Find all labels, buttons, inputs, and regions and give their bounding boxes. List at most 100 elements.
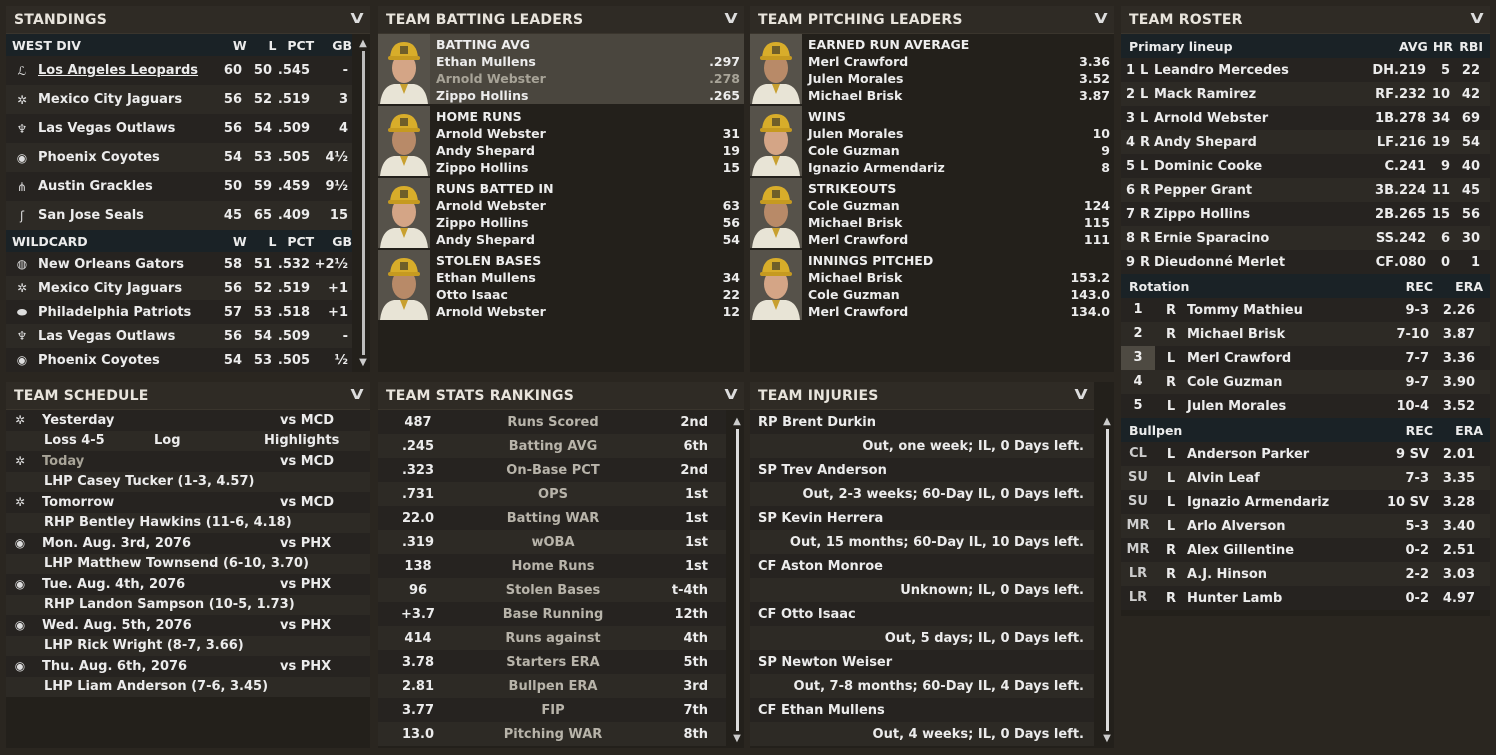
team-gb: 4½: [325, 150, 348, 165]
standings-scrollbar[interactable]: ▲ ▼: [358, 38, 368, 368]
injured-player-row[interactable]: SP Kevin Herrera: [750, 506, 1094, 530]
standings-collapse-chevron-icon[interactable]: V: [350, 12, 364, 27]
lineup-row[interactable]: 3 L Arnold Webster 1B .278 34 69: [1121, 106, 1490, 130]
injured-player-row[interactable]: CF Aston Monroe: [750, 554, 1094, 578]
injured-player-row[interactable]: SP Trev Anderson: [750, 458, 1094, 482]
pitcher-era: 3.35: [1442, 470, 1475, 486]
pitcher-row[interactable]: SU L Alvin Leaf 7-3 3.35: [1121, 466, 1490, 490]
leader-player-row[interactable]: Otto Isaac 22: [436, 286, 744, 303]
injuries-scrollbar[interactable]: ▲ ▼: [1102, 416, 1112, 744]
leader-player-row[interactable]: Zippo Hollins 56: [436, 214, 744, 231]
highlights-link[interactable]: Highlights: [264, 433, 340, 449]
pitcher-row[interactable]: 4 R Cole Guzman 9-7 3.90: [1121, 370, 1490, 394]
pitcher-row[interactable]: LR R Hunter Lamb 0-2 4.97: [1121, 586, 1490, 610]
leader-player-row[interactable]: Arnold Webster 31: [436, 125, 744, 142]
scroll-down-icon[interactable]: ▼: [733, 733, 741, 744]
lineup-row[interactable]: 6 R Pepper Grant 3B .224 11 45: [1121, 178, 1490, 202]
injured-player-row[interactable]: CF Ethan Mullens: [750, 698, 1094, 722]
lineup-row[interactable]: 4 R Andy Shepard LF .216 19 54: [1121, 130, 1490, 154]
leader-player-row[interactable]: Arnold Webster 63: [436, 197, 744, 214]
schedule-collapse-chevron-icon[interactable]: V: [350, 388, 364, 403]
team-name[interactable]: Los Angeles Leopards: [38, 63, 199, 78]
pitcher-record: 9-7: [1405, 374, 1430, 390]
pitcher-row[interactable]: 5 L Julen Morales 10-4 3.52: [1121, 394, 1490, 418]
roster-collapse-chevron-icon[interactable]: V: [1470, 12, 1484, 27]
leader-player-row[interactable]: Merl Crawford 134.0: [808, 303, 1114, 320]
scroll-up-icon[interactable]: ▲: [733, 416, 741, 427]
log-link[interactable]: Log: [154, 433, 181, 449]
game-result-row[interactable]: Loss 4-5 Log Highlights: [6, 430, 370, 451]
leader-player-row[interactable]: Merl Crawford 3.36: [808, 53, 1114, 70]
scroll-up-icon[interactable]: ▲: [359, 38, 367, 49]
player-portrait: [378, 34, 430, 104]
pitcher-row[interactable]: CL L Anderson Parker 9 SV 2.01: [1121, 442, 1490, 466]
stat-value: .319: [401, 534, 435, 550]
schedule-game-row[interactable]: ◉ Wed. Aug. 5th, 2076 vs PHX: [6, 615, 370, 636]
schedule-game-row[interactable]: ◉ Thu. Aug. 6th, 2076 vs PHX: [6, 656, 370, 677]
schedule-game-row[interactable]: ✲ Tomorrow vs MCD: [6, 492, 370, 513]
lineup-row[interactable]: 9 R Dieudonné Merlet CF .080 0 1: [1121, 250, 1490, 274]
leader-player-row[interactable]: Michael Brisk 3.87: [808, 87, 1114, 104]
leader-player-name: Arnold Webster: [436, 126, 546, 141]
scroll-up-icon[interactable]: ▲: [1103, 416, 1111, 427]
pitcher-row[interactable]: SU L Ignazio Armendariz 10 SV 3.28: [1121, 490, 1490, 514]
leader-player-value: 19: [722, 143, 740, 158]
leader-player-row[interactable]: Michael Brisk 115: [808, 214, 1114, 231]
batting-collapse-chevron-icon[interactable]: V: [724, 12, 738, 27]
leader-player-row[interactable]: Zippo Hollins .265: [436, 87, 744, 104]
pitcher-row[interactable]: 2 R Michael Brisk 7-10 3.87: [1121, 322, 1490, 346]
lineup-row[interactable]: 5 L Dominic Cooke C .241 9 40: [1121, 154, 1490, 178]
leader-player-row[interactable]: Arnold Webster 12: [436, 303, 744, 320]
injured-player-row[interactable]: RP Brent Durkin: [750, 410, 1094, 434]
schedule-game-row[interactable]: ◉ Mon. Aug. 3rd, 2076 vs PHX: [6, 533, 370, 554]
leader-player-row[interactable]: Ethan Mullens .297: [436, 53, 744, 70]
lineup-row[interactable]: 7 R Zippo Hollins 2B .265 15 56: [1121, 202, 1490, 226]
lineup-row[interactable]: 2 L Mack Ramirez RF .232 10 42: [1121, 82, 1490, 106]
standings-section-header: WEST DIV W L PCT GB: [6, 34, 352, 56]
pitcher-hand: L: [1166, 446, 1176, 462]
leader-player-value: 15: [722, 160, 740, 175]
team-losses: 59: [253, 179, 272, 194]
leader-player-row[interactable]: Andy Shepard 19: [436, 142, 744, 159]
rankings-scrollbar[interactable]: ▲ ▼: [732, 416, 742, 744]
injured-player-row[interactable]: CF Otto Isaac: [750, 602, 1094, 626]
pitcher-hand: L: [1166, 398, 1176, 414]
lineup-row[interactable]: 8 R Ernie Sparacino SS .242 6 30: [1121, 226, 1490, 250]
pitcher-row[interactable]: MR L Arlo Alverson 5-3 3.40: [1121, 514, 1490, 538]
schedule-game-row[interactable]: ✲ Yesterday vs MCD: [6, 410, 370, 431]
leader-stats: STRIKEOUTS Cole Guzman 124 Michael Brisk 115…: [808, 178, 1114, 248]
scroll-down-icon[interactable]: ▼: [359, 357, 367, 368]
leader-player-row[interactable]: Merl Crawford 111: [808, 231, 1114, 248]
pitcher-row[interactable]: 1 R Tommy Mathieu 9-3 2.26: [1121, 298, 1490, 322]
scroll-down-icon[interactable]: ▼: [1103, 733, 1111, 744]
leader-player-name: Michael Brisk: [808, 270, 903, 285]
leader-player-row[interactable]: Cole Guzman 143.0: [808, 286, 1114, 303]
injured-player-row[interactable]: SP Newton Weiser: [750, 650, 1094, 674]
standings-title: STANDINGS: [14, 11, 108, 28]
leader-player-row[interactable]: Zippo Hollins 15: [436, 159, 744, 176]
leader-group: STRIKEOUTS Cole Guzman 124 Michael Brisk 115…: [750, 178, 1114, 248]
leader-player-value: 22: [722, 287, 740, 302]
injuries-collapse-chevron-icon[interactable]: V: [1074, 388, 1088, 403]
pitching-collapse-chevron-icon[interactable]: V: [1094, 12, 1108, 27]
lineup-row[interactable]: 1 L Leandro Mercedes DH .219 5 22: [1121, 58, 1490, 82]
leader-player-row[interactable]: Ignazio Armendariz 8: [808, 159, 1114, 176]
standings-section-header: WILDCARD W L PCT GB: [6, 230, 352, 252]
rankings-collapse-chevron-icon[interactable]: V: [724, 388, 738, 403]
pitcher-row[interactable]: 3 L Merl Crawford 7-7 3.36: [1121, 346, 1490, 370]
stat-rank: 8th: [683, 726, 708, 742]
leader-player-row[interactable]: Andy Shepard 54: [436, 231, 744, 248]
leader-player-row[interactable]: Arnold Webster .278: [436, 70, 744, 87]
schedule-game-row[interactable]: ◉ Tue. Aug. 4th, 2076 vs PHX: [6, 574, 370, 595]
leader-player-row[interactable]: Julen Morales 3.52: [808, 70, 1114, 87]
leader-player-row[interactable]: Cole Guzman 124: [808, 197, 1114, 214]
pitcher-row[interactable]: LR R A.J. Hinson 2-2 3.03: [1121, 562, 1490, 586]
leader-category: EARNED RUN AVERAGE: [808, 37, 970, 52]
leader-player-row[interactable]: Julen Morales 10: [808, 125, 1114, 142]
schedule-game-row[interactable]: ✲ Today vs MCD: [6, 451, 370, 472]
pitcher-name: Arlo Alverson: [1187, 518, 1286, 534]
leader-player-row[interactable]: Michael Brisk 153.2: [808, 269, 1114, 286]
pitcher-row[interactable]: MR R Alex Gillentine 0-2 2.51: [1121, 538, 1490, 562]
leader-player-row[interactable]: Ethan Mullens 34: [436, 269, 744, 286]
leader-player-row[interactable]: Cole Guzman 9: [808, 142, 1114, 159]
